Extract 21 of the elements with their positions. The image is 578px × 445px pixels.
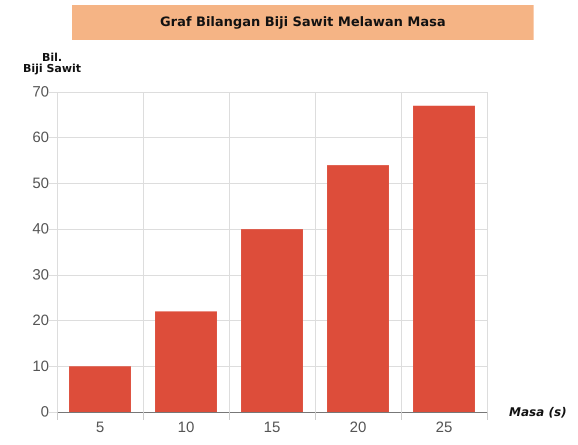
bar bbox=[155, 311, 217, 412]
x-tick-label: 10 bbox=[178, 419, 194, 436]
y-tick-label: 20 bbox=[32, 312, 49, 330]
bar bbox=[413, 106, 475, 412]
y-tick-label: 40 bbox=[32, 220, 49, 238]
y-tick-label: 10 bbox=[32, 358, 49, 375]
y-tick-label: 30 bbox=[32, 266, 49, 284]
y-tick-label: 50 bbox=[32, 174, 49, 192]
y-tick-label: 0 bbox=[40, 404, 49, 420]
y-tick-label: 60 bbox=[32, 129, 49, 146]
x-axis-title: Masa (s) bbox=[509, 405, 567, 419]
bar bbox=[241, 229, 303, 412]
y-tick-label: 70 bbox=[32, 84, 49, 100]
y-axis-title: Bil. Biji Sawit bbox=[22, 51, 82, 75]
x-tick-label: 5 bbox=[96, 419, 104, 436]
bar bbox=[69, 366, 131, 412]
x-tick-label: 15 bbox=[264, 419, 280, 436]
x-tick-label: 25 bbox=[436, 419, 452, 436]
chart-title: Graf Bilangan Biji Sawit Melawan Masa bbox=[160, 15, 446, 30]
x-tick-label: 20 bbox=[350, 419, 366, 436]
bar bbox=[327, 165, 389, 412]
